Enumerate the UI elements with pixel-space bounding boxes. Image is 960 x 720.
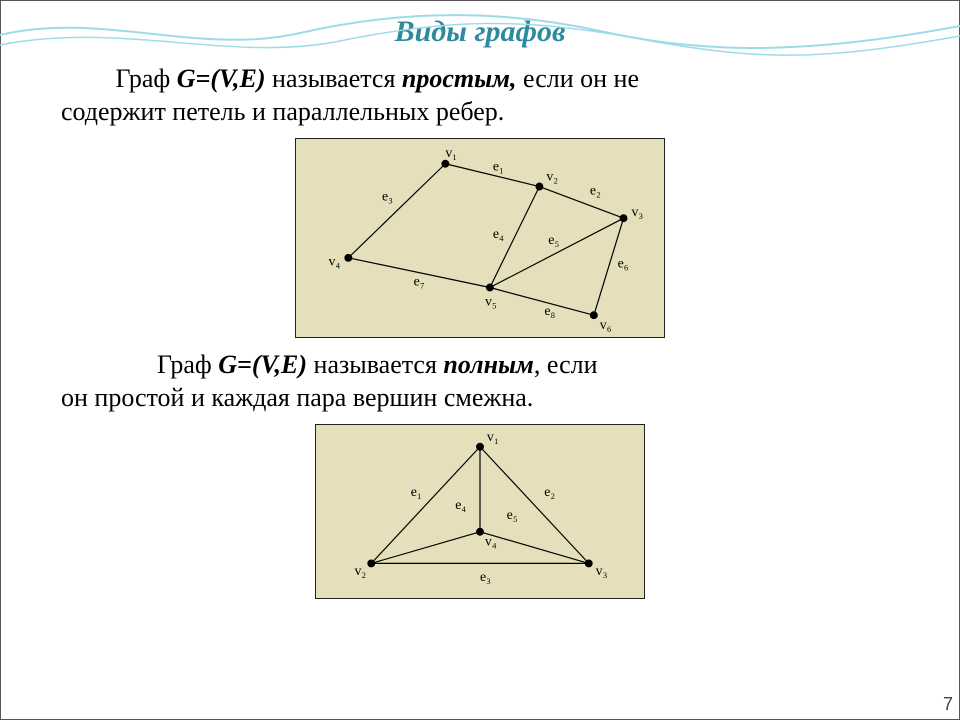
graph-simple: e₁ e₂ e₃ e₄ e₅ e₆ e₇ e₈ v₁ v₂ v₃ v₄ v₅ v₆	[295, 138, 665, 338]
svg-text:v₁: v₁	[445, 145, 457, 160]
p1-mid: называется	[266, 64, 402, 93]
slide-title: Виды графов	[1, 15, 959, 49]
p2-tail: , если	[534, 350, 598, 379]
paragraph-complete-graph: Граф G=(V,E) называется полным, если он …	[61, 349, 899, 414]
svg-text:v₆: v₆	[600, 317, 612, 332]
svg-text:v₄: v₄	[485, 534, 497, 549]
svg-text:e₂: e₂	[590, 182, 601, 197]
svg-text:e₅: e₅	[507, 507, 518, 522]
svg-text:v₂: v₂	[354, 563, 366, 578]
svg-text:e₈: e₈	[544, 303, 555, 318]
slide: Виды графов Граф G=(V,E) называется прос…	[0, 0, 960, 720]
svg-text:e₁: e₁	[493, 159, 504, 174]
svg-text:e₆: e₆	[618, 256, 629, 271]
svg-text:e₅: e₅	[548, 232, 559, 247]
svg-text:e₃: e₃	[480, 569, 491, 584]
svg-text:v₄: v₄	[329, 254, 341, 269]
p2-term: полным	[443, 350, 533, 379]
svg-text:v₅: v₅	[485, 293, 497, 308]
figure-simple-graph: e₁ e₂ e₃ e₄ e₅ e₆ e₇ e₈ v₁ v₂ v₃ v₄ v₅ v₆	[1, 138, 959, 343]
svg-text:v₂: v₂	[546, 169, 558, 184]
p1-lead: Граф	[68, 64, 177, 93]
svg-text:e₄: e₄	[493, 226, 504, 241]
svg-text:e₂: e₂	[544, 484, 555, 499]
p1-line2: содержит петель и параллельных ребер.	[61, 97, 504, 126]
svg-text:e₁: e₁	[411, 484, 422, 499]
p1-tail: если он не	[523, 64, 639, 93]
figure-complete-graph: e₁ e₂ e₃ e₄ e₅ v₁ v₂ v₃ v₄	[1, 424, 959, 604]
p1-term: простым,	[402, 64, 523, 93]
svg-text:e₄: e₄	[455, 497, 466, 512]
svg-text:v₃: v₃	[631, 204, 643, 219]
p2-formula: G=(V,E)	[218, 350, 307, 379]
svg-text:v₁: v₁	[487, 429, 499, 444]
p2-mid: называется	[307, 350, 443, 379]
svg-text:e₃: e₃	[382, 188, 393, 203]
graph-complete: e₁ e₂ e₃ e₄ e₅ v₁ v₂ v₃ v₄	[315, 424, 645, 599]
p2-line2: он простой и каждая пара вершин смежна.	[61, 383, 533, 412]
paragraph-simple-graph: Граф G=(V,E) называется простым, если он…	[61, 63, 899, 128]
svg-text:v₃: v₃	[596, 563, 608, 578]
p2-lead: Граф	[61, 350, 218, 379]
page-number: 7	[943, 694, 953, 715]
svg-text:e₇: e₇	[414, 274, 425, 289]
p1-formula: G=(V,E)	[177, 64, 266, 93]
